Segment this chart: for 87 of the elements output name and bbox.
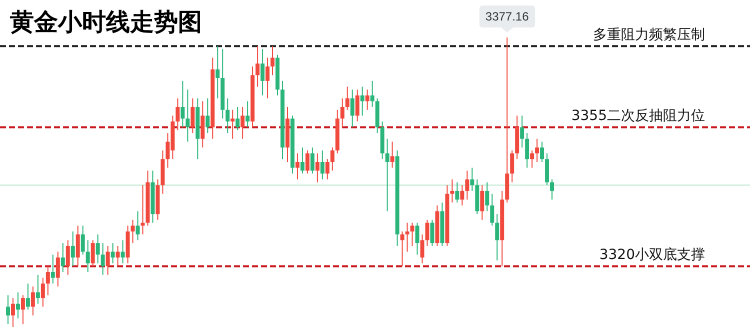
candlestick <box>46 266 50 296</box>
candlestick <box>260 48 265 96</box>
candlestick <box>530 150 534 168</box>
candlestick <box>96 234 100 264</box>
candlestick <box>330 147 334 172</box>
candlestick <box>420 234 424 264</box>
candlestick <box>216 46 220 99</box>
candlestick <box>340 98 344 128</box>
candlestick <box>405 222 410 252</box>
candlestick <box>190 98 195 134</box>
candlestick <box>246 100 250 128</box>
candlestick <box>270 46 275 76</box>
candlestick <box>226 98 230 134</box>
candlestick <box>425 219 430 246</box>
candlestick <box>176 98 180 131</box>
candlestick <box>66 240 70 276</box>
candlestick <box>200 100 205 148</box>
candlestick <box>550 178 554 200</box>
candlestick <box>385 138 390 212</box>
ref-line-label: 3355二次反抽阻力位 <box>571 108 705 124</box>
candlestick <box>266 57 270 99</box>
candlestick <box>16 292 20 319</box>
candlestick <box>540 141 544 162</box>
candlestick <box>20 294 25 325</box>
chart-title: 黄金小时线走势图 <box>9 7 202 36</box>
candlestick <box>136 210 140 241</box>
candlestick <box>360 86 364 116</box>
candlestick <box>325 158 330 180</box>
candlestick <box>6 294 10 325</box>
candlestick <box>50 254 55 284</box>
candlestick <box>480 184 484 220</box>
candlestick <box>130 219 135 244</box>
ref-line-label: 多重阻力频繁压制 <box>593 27 705 44</box>
candlestick <box>465 170 470 200</box>
candlestick <box>470 167 474 192</box>
candlestick <box>520 115 524 148</box>
candlestick <box>186 89 190 142</box>
candlestick <box>355 89 360 122</box>
candlestick <box>240 106 245 140</box>
candlestick <box>90 240 95 267</box>
candlestick <box>40 277 45 308</box>
candlestick <box>345 86 350 110</box>
candlestick <box>120 240 125 264</box>
candlestick <box>305 150 310 174</box>
candlestick <box>295 152 300 180</box>
candlestick <box>30 286 35 316</box>
candlestick <box>315 152 320 183</box>
candlestick <box>236 106 240 131</box>
candlestick <box>455 182 460 204</box>
candlestick <box>206 98 210 134</box>
candlestick <box>350 89 354 128</box>
candlestick <box>495 214 500 261</box>
candlestick <box>370 80 374 108</box>
candlestick <box>525 132 530 168</box>
candlestick <box>450 178 454 204</box>
candlestick <box>256 46 260 88</box>
candlestick <box>76 225 80 267</box>
candlestick <box>106 245 110 276</box>
candlestick <box>390 141 394 168</box>
candlestick <box>320 150 324 180</box>
candlestick <box>400 230 404 267</box>
candlestick <box>26 283 30 310</box>
candlestick <box>535 138 540 162</box>
candlestick <box>116 245 120 267</box>
candlestick <box>70 230 75 267</box>
candlestick <box>365 89 370 110</box>
candlestick <box>430 219 434 246</box>
candlestick <box>110 242 115 264</box>
candlestick <box>10 298 15 328</box>
ref-line-label: 3320小双底支撑 <box>599 247 705 264</box>
candlestick <box>485 182 490 212</box>
candlestick <box>180 80 185 128</box>
candlestick <box>300 147 304 174</box>
candlestick <box>56 251 60 287</box>
candlestick <box>80 225 85 256</box>
candlestick <box>230 109 235 140</box>
candlestick <box>60 242 65 272</box>
candlestick <box>490 193 494 226</box>
candlestick <box>460 184 464 206</box>
candlestick <box>36 274 40 304</box>
annotation: 3377.16 <box>485 10 530 24</box>
candlestick <box>100 242 105 276</box>
candlestick <box>410 222 414 246</box>
candlestick <box>545 152 550 186</box>
candlestick <box>510 150 514 183</box>
candlestick <box>310 147 314 174</box>
candlestick <box>86 240 90 272</box>
